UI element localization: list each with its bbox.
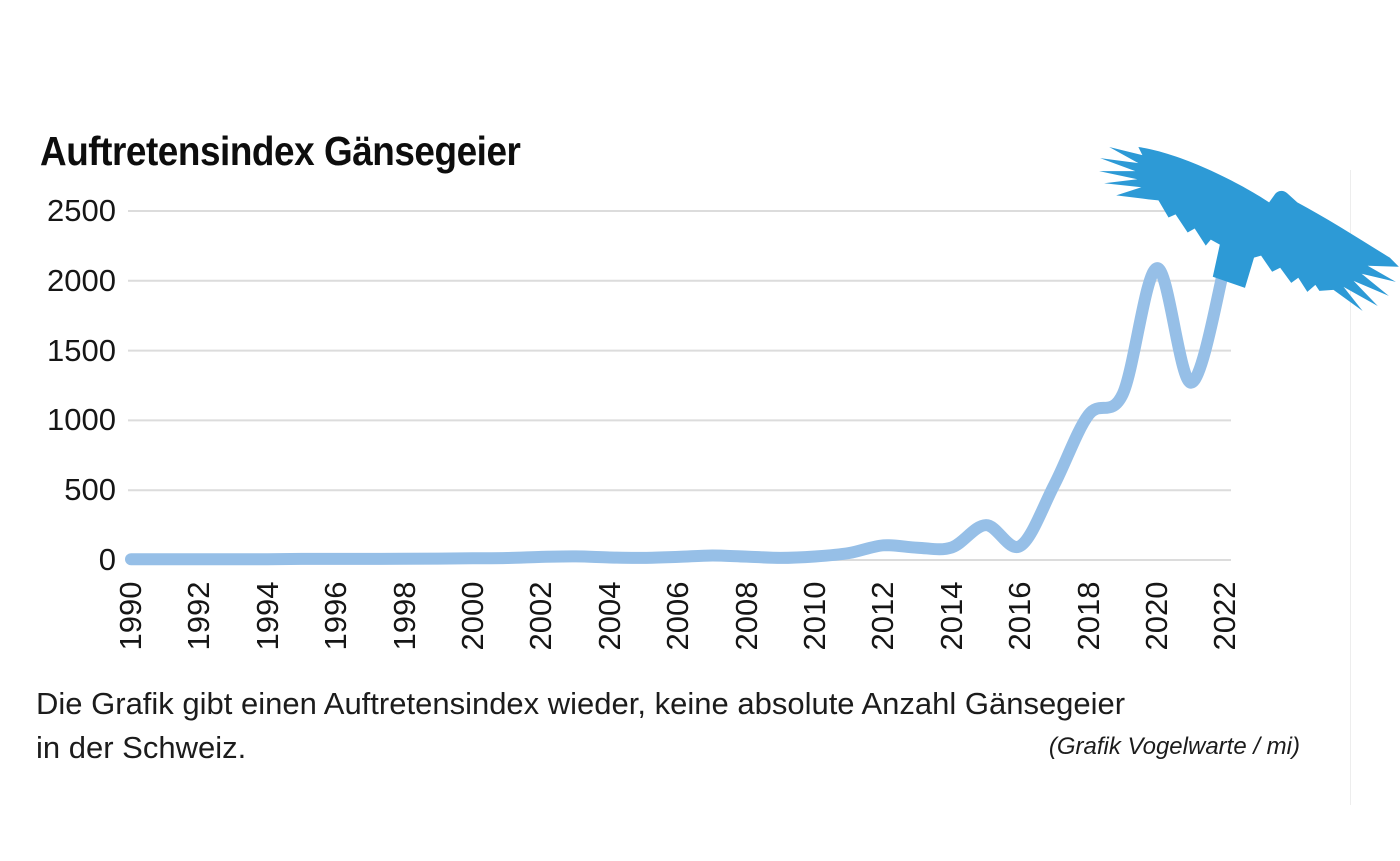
- x-tick-label-2014: 2014: [934, 581, 969, 651]
- x-tick-label-2012: 2012: [865, 581, 900, 651]
- x-tick-label-2000: 2000: [455, 581, 490, 651]
- y-tick-label-1000: 1000: [47, 402, 116, 437]
- caption-line-2: in der Schweiz.: [36, 730, 247, 765]
- y-tick-label-2500: 2500: [47, 193, 116, 228]
- x-tick-label-2022: 2022: [1207, 581, 1242, 651]
- x-tick-label-2016: 2016: [1002, 581, 1037, 651]
- data-line-auftretensindex: [125, 256, 1232, 566]
- y-tick-label-2000: 2000: [47, 263, 116, 298]
- x-tick-label-2018: 2018: [1071, 581, 1106, 651]
- caption-line-1: Die Grafik gibt einen Auftretensindex wi…: [36, 686, 1126, 721]
- x-tick-label-2020: 2020: [1139, 581, 1174, 651]
- x-tick-label-2002: 2002: [523, 581, 558, 651]
- y-tick-label-1500: 1500: [47, 333, 116, 368]
- y-tick-label-0: 0: [98, 542, 116, 577]
- vulture-silhouette-shape: [1099, 147, 1399, 311]
- x-tick-label-1992: 1992: [181, 581, 216, 651]
- x-tick-label-1998: 1998: [387, 581, 422, 651]
- x-tick-label-2006: 2006: [660, 581, 695, 651]
- chart-title: Auftretensindex Gänsegeier: [40, 128, 521, 174]
- x-tick-label-2004: 2004: [592, 581, 627, 651]
- caption: Die Grafik gibt einen Auftretensindex wi…: [36, 682, 1125, 770]
- x-tick-label-1994: 1994: [250, 581, 285, 651]
- x-tick-label-2010: 2010: [797, 581, 832, 651]
- x-tick-label-1996: 1996: [318, 581, 353, 651]
- y-tick-label-500: 500: [64, 472, 116, 507]
- x-tick-label-1990: 1990: [113, 581, 148, 651]
- x-tick-label-2008: 2008: [729, 581, 764, 651]
- vulture-silhouette-icon: [1099, 147, 1399, 311]
- credit: (Grafik Vogelwarte / mi): [1048, 733, 1300, 760]
- graphic-right-border: [1350, 170, 1351, 805]
